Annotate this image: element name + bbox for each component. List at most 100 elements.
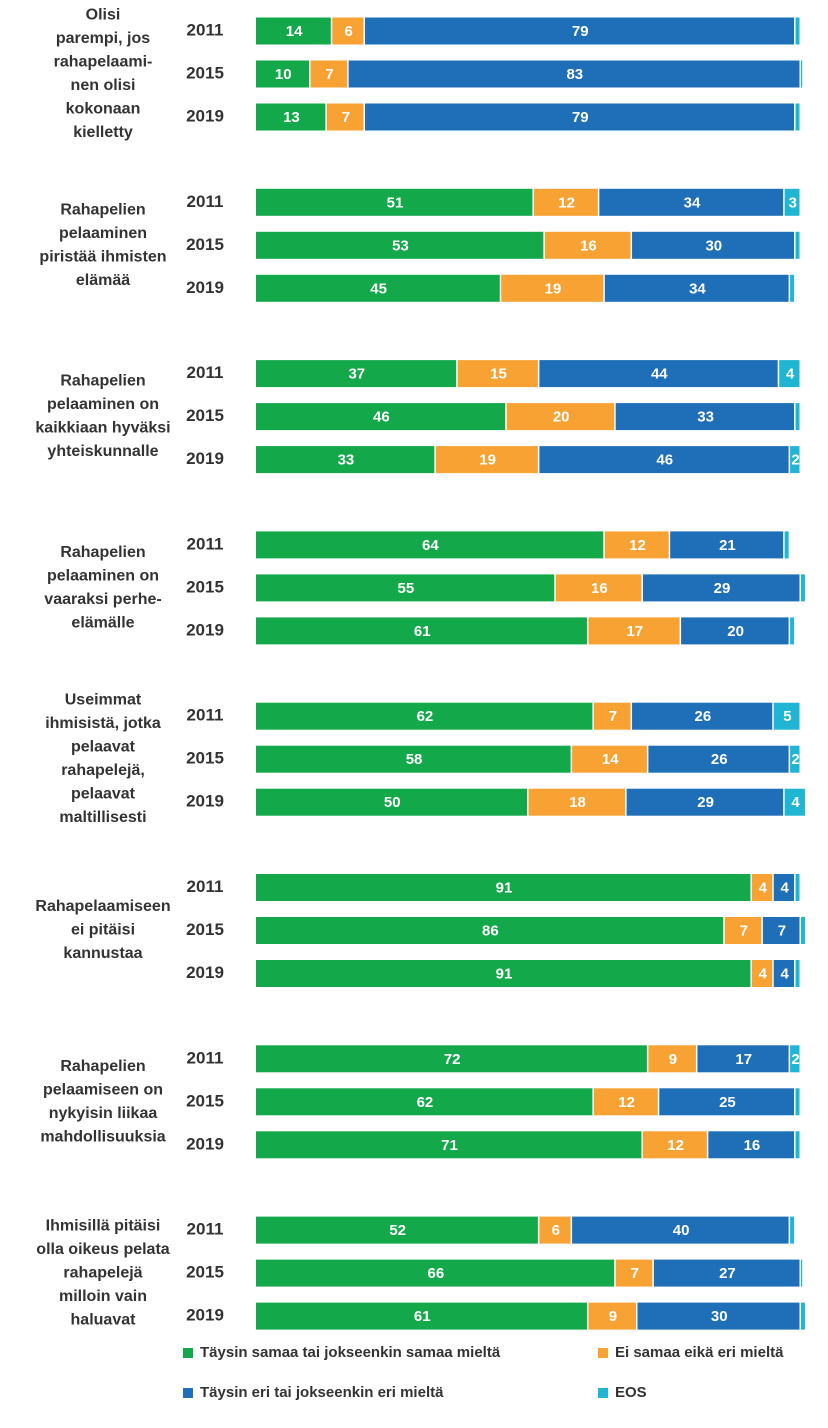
value-label: 7 (342, 109, 350, 126)
bar-segment (708, 1131, 795, 1159)
value-label: 15 (490, 366, 507, 383)
legend-swatch (598, 1388, 608, 1398)
group-label: rahapelaami- (54, 53, 153, 70)
group-label: Rahapelaamiseen (35, 898, 170, 915)
bar-segment (751, 874, 773, 901)
value-label: 20 (553, 409, 570, 426)
bar-segment (256, 360, 457, 388)
legend-swatch (183, 1348, 193, 1358)
value-label: 12 (667, 1137, 684, 1154)
bar-segment (256, 617, 587, 645)
value-label: 50 (384, 794, 401, 811)
legend-label: EOS (615, 1384, 647, 1401)
bar-segment (256, 1131, 642, 1159)
group-label: Ihmisillä pitäisi (46, 1217, 161, 1234)
legend-label: Täysin eri tai jokseenkin eri mieltä (200, 1384, 444, 1401)
bar-segment (637, 1302, 800, 1330)
value-label: 7 (325, 66, 333, 83)
value-label: 4 (791, 794, 800, 811)
value-label: 40 (673, 1222, 690, 1239)
bar-segment (256, 103, 326, 131)
value-label: 18 (569, 794, 586, 811)
value-label: 91 (496, 879, 513, 896)
bar-segment (790, 274, 795, 302)
bar-segment (795, 231, 800, 259)
value-label: 83 (566, 66, 583, 83)
group-label: milloin vain (59, 1288, 147, 1305)
bar-segment (632, 231, 795, 259)
bar-segment (256, 788, 527, 816)
bar-segment (588, 1302, 636, 1330)
value-label: 12 (629, 537, 646, 554)
bar-segment (588, 617, 680, 645)
group-label: ei pitäisi (71, 922, 135, 939)
bar-segment (790, 446, 800, 474)
year-label: 2019 (186, 106, 224, 125)
bar-segment (795, 17, 800, 45)
legend-swatch (183, 1388, 193, 1398)
value-label: 25 (719, 1094, 736, 1111)
bar-segment (256, 874, 751, 901)
bar-segment (256, 1088, 593, 1116)
value-label: 10 (275, 66, 292, 83)
bar-segment (724, 917, 762, 944)
legend-label: Ei samaa eikä eri mieltä (615, 1344, 784, 1361)
year-label: 2015 (186, 235, 224, 254)
value-label: 66 (428, 1265, 445, 1282)
value-label: 34 (684, 194, 701, 211)
bar-segment (593, 1088, 658, 1116)
value-label: 46 (656, 452, 673, 469)
bar-segment (256, 231, 544, 259)
bar-segment (773, 874, 795, 901)
value-label: 34 (689, 280, 706, 297)
bar-segment (539, 1216, 571, 1244)
bar-segment (801, 917, 805, 944)
value-label: 55 (398, 580, 415, 597)
bar-segment (457, 360, 538, 388)
value-label: 29 (714, 580, 731, 597)
value-label: 30 (705, 237, 722, 254)
value-label: 53 (392, 237, 409, 254)
bar-segment (506, 403, 615, 431)
bar-segment (501, 274, 604, 302)
year-label: 2015 (186, 577, 224, 596)
value-label: 14 (286, 23, 303, 40)
year-label: 2019 (186, 278, 224, 297)
group-label: Rahapelien (60, 201, 145, 218)
bar-segment (256, 188, 533, 216)
bar-segment (256, 531, 604, 559)
value-label: 52 (389, 1222, 406, 1239)
value-label: 79 (572, 109, 589, 126)
bar-segment (365, 103, 795, 131)
group-label: haluavat (71, 1311, 137, 1328)
year-label: 2011 (187, 1048, 224, 1067)
value-label: 44 (651, 366, 668, 383)
value-label: 26 (695, 708, 712, 725)
value-label: 12 (558, 194, 575, 211)
bar-segment (795, 874, 800, 901)
year-label: 2019 (186, 449, 224, 468)
bar-segment (648, 745, 789, 773)
bar-segment (572, 745, 647, 773)
value-label: 9 (609, 1308, 617, 1325)
group-label: rahapelejä (63, 1264, 142, 1281)
bar-segment (256, 1302, 587, 1330)
bar-segment (256, 960, 751, 987)
value-label: 21 (719, 537, 736, 554)
group-label: piristää ihmisten (39, 248, 166, 265)
bar-segment (795, 960, 800, 987)
value-label: 33 (697, 409, 714, 426)
bar-segment (653, 1259, 800, 1287)
bar-segment (784, 788, 805, 816)
value-label: 33 (338, 452, 355, 469)
value-label: 7 (740, 922, 748, 939)
group-label: pelaavat (71, 739, 136, 756)
value-label: 3 (789, 194, 797, 211)
group-label: Rahapelien (60, 373, 145, 390)
value-label: 7 (778, 922, 786, 939)
value-label: 13 (283, 109, 300, 126)
bar-segment (593, 702, 631, 730)
bar-segment (310, 60, 348, 88)
value-label: 64 (422, 537, 439, 554)
